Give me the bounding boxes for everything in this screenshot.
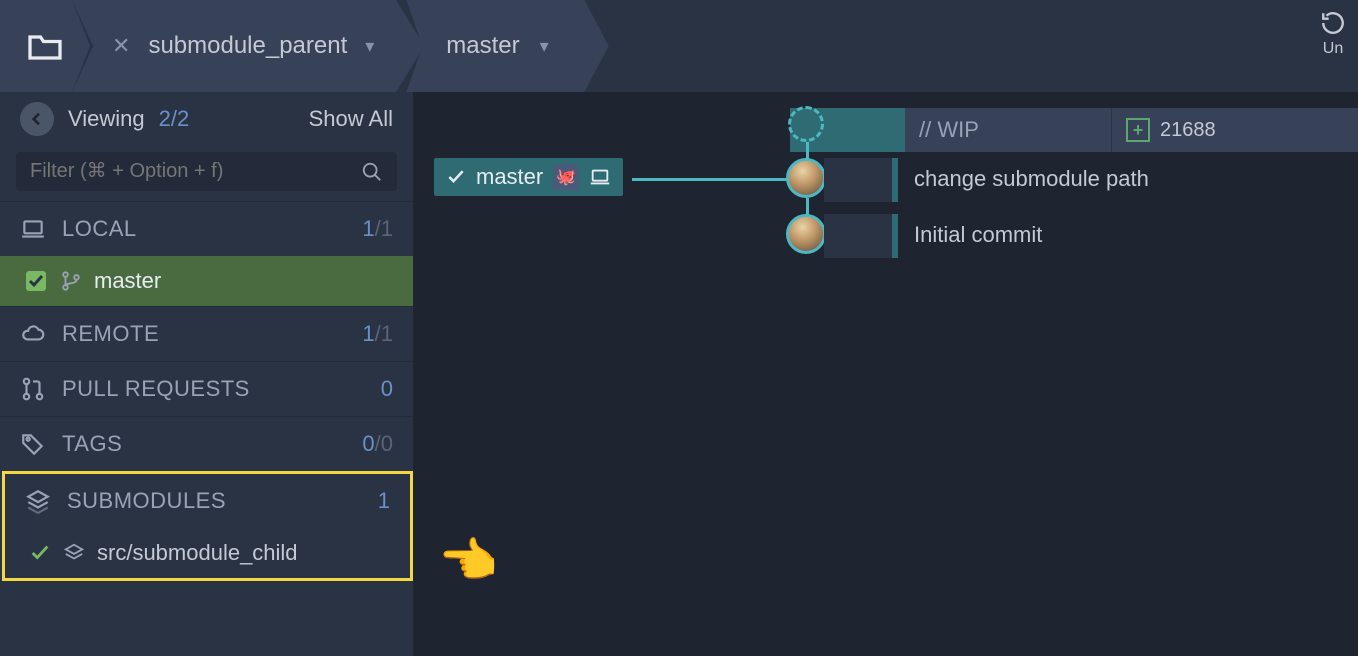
wip-node[interactable]: [788, 106, 824, 142]
plus-icon: +: [1126, 118, 1150, 142]
chevron-left-icon: [29, 111, 45, 127]
viewing-label: Viewing: [68, 106, 145, 132]
show-all-button[interactable]: Show All: [309, 106, 393, 132]
graph-edge: [632, 178, 792, 181]
sidebar-header: Viewing 2/2 Show All: [0, 92, 413, 146]
pointer-emoji: 👉: [440, 532, 500, 589]
check-icon: [29, 542, 51, 564]
commit-lane: [824, 158, 892, 202]
commit-graph: // WIP + 21688 master 🐙 change submodule…: [414, 92, 1358, 656]
submodules-highlight: SUBMODULES 1 src/submodule_child: [2, 471, 413, 581]
commit-lane: [824, 214, 892, 258]
commit-message[interactable]: change submodule path: [914, 166, 1149, 192]
cloud-icon: [20, 321, 46, 347]
gitkraken-icon: 🐙: [553, 164, 579, 190]
undo-button[interactable]: Un: [1318, 10, 1348, 58]
wip-row[interactable]: // WIP + 21688: [905, 108, 1358, 152]
commit-accent: [892, 214, 898, 258]
viewing-total: /2: [171, 106, 189, 131]
undo-icon: [1318, 10, 1348, 36]
folder-icon: [27, 31, 63, 61]
folder-tab[interactable]: [0, 0, 90, 92]
repo-name: submodule_parent: [148, 32, 347, 60]
local-label: LOCAL: [62, 216, 137, 242]
remote-count: 1: [362, 321, 374, 346]
section-submodules[interactable]: SUBMODULES 1: [5, 474, 410, 528]
section-local[interactable]: LOCAL 1/1: [0, 201, 413, 256]
tags-count: 0: [362, 431, 374, 456]
branch-name: master: [446, 32, 519, 60]
filter-row: [16, 152, 397, 191]
tag-icon: [20, 431, 46, 457]
branch-label: master: [94, 268, 161, 294]
branch-tab[interactable]: master ▾: [406, 0, 608, 92]
submodule-path: src/submodule_child: [97, 540, 298, 566]
branch-badge-master[interactable]: master 🐙: [434, 158, 623, 196]
wip-count: 21688: [1160, 119, 1216, 142]
laptop-icon: [20, 216, 46, 242]
check-icon: [446, 167, 466, 187]
pr-label: PULL REQUESTS: [62, 376, 250, 402]
submodule-item[interactable]: src/submodule_child: [5, 528, 410, 578]
commit-node[interactable]: [786, 214, 826, 254]
layers-icon: [63, 542, 85, 564]
commit-node[interactable]: [786, 158, 826, 198]
remote-total: /1: [375, 321, 393, 346]
branch-item-master[interactable]: master: [0, 256, 413, 306]
search-icon[interactable]: [361, 161, 383, 183]
pr-count: 0: [381, 376, 393, 401]
filter-input[interactable]: [30, 160, 361, 183]
top-breadcrumb-bar: ✕ submodule_parent ▾ master ▾ Un: [0, 0, 1358, 92]
branch-badge-label: master: [476, 164, 543, 190]
repo-tab[interactable]: ✕ submodule_parent ▾: [72, 0, 424, 92]
wip-label: // WIP: [905, 108, 1112, 152]
checkbox-icon: [24, 269, 48, 293]
section-remote[interactable]: REMOTE 1/1: [0, 306, 413, 361]
commit-message[interactable]: Initial commit: [914, 222, 1042, 248]
tags-label: TAGS: [62, 431, 122, 457]
undo-label: Un: [1323, 40, 1343, 57]
close-icon[interactable]: ✕: [112, 33, 130, 59]
pull-request-icon: [20, 376, 46, 402]
layers-icon: [25, 488, 51, 514]
branch-icon: [60, 270, 82, 292]
chevron-down-icon[interactable]: ▾: [540, 36, 549, 57]
tags-total: /0: [375, 431, 393, 456]
section-pull-requests[interactable]: PULL REQUESTS 0: [0, 361, 413, 416]
section-tags[interactable]: TAGS 0/0: [0, 416, 413, 471]
chevron-down-icon[interactable]: ▾: [365, 36, 374, 57]
local-total: /1: [375, 216, 393, 241]
commit-accent: [892, 158, 898, 202]
submodules-count: 1: [378, 488, 390, 513]
back-button[interactable]: [20, 102, 54, 136]
viewing-count: 2: [159, 106, 171, 131]
sidebar: Viewing 2/2 Show All LOCAL 1/1 master RE…: [0, 92, 414, 656]
laptop-icon: [589, 166, 611, 188]
local-count: 1: [362, 216, 374, 241]
submodules-label: SUBMODULES: [67, 488, 226, 514]
remote-label: REMOTE: [62, 321, 159, 347]
